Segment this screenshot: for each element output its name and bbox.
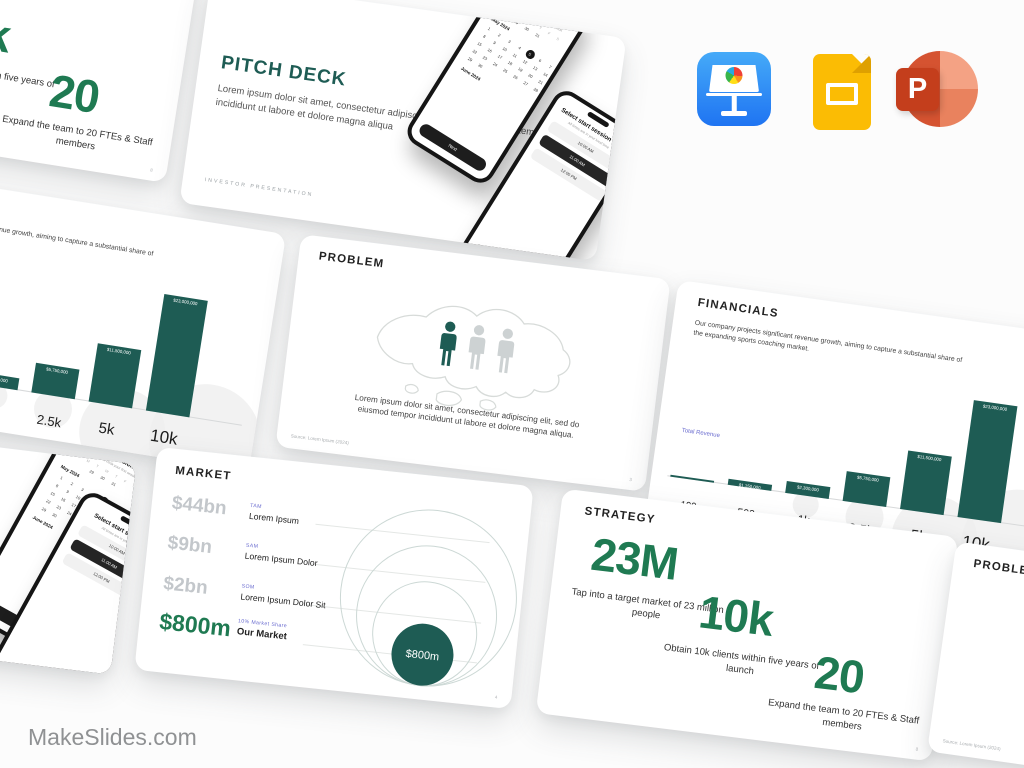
slide-title: FINANCIALS	[696, 296, 780, 321]
slide-strategy[interactable]: STRATEGY 23M Tap into a target market of…	[535, 488, 959, 762]
stat-value: 10k	[0, 0, 14, 63]
slide-problem[interactable]: PROBLEM Lorem ipsum dolor sit amet, cons…	[275, 234, 671, 492]
stat-value: 23M	[588, 527, 681, 590]
stat-value: 20	[46, 64, 103, 124]
revenue-bar: $2,300,000	[0, 371, 20, 391]
bar-value-label: $1,150,000	[738, 481, 762, 490]
revenue-bar	[670, 474, 715, 483]
stat-value: 20	[811, 645, 867, 704]
slide-cover-pitch-deck[interactable]: PITCH DECK Lorem ipsum dolor sit amet, c…	[179, 0, 627, 262]
folded-corner-icon	[852, 54, 871, 73]
slide-title: MARKET	[174, 464, 233, 483]
slide-strategy-partial[interactable]: STRATEGY 23M Tap into a target market of…	[0, 0, 201, 183]
revenue-bar: $5,750,000	[842, 471, 891, 508]
stat-caption: Expand the team to 20 FTEs & Staff membe…	[767, 697, 920, 733]
page-number: 3	[629, 476, 633, 483]
region-map-outline-icon	[376, 305, 571, 411]
powerpoint-app-icon[interactable]: P	[896, 48, 978, 130]
our-market-bubble-label: $800m	[405, 648, 440, 663]
google-slides-app-icon[interactable]	[813, 54, 871, 130]
stat-caption: Obtain 10k clients within five years of …	[663, 642, 820, 677]
market-value: $800m	[158, 608, 233, 642]
revenue-bar: $1,150,000	[727, 478, 773, 491]
bar-value-label: $11,500,000	[106, 346, 132, 355]
phone-notch-icon	[534, 0, 558, 8]
slide-title: PROBLEM	[318, 250, 385, 271]
source-note: Source: Lorem Ipsum (2024)	[942, 738, 1001, 752]
cover-footer: INVESTOR PRESENTATION	[204, 177, 314, 199]
market-size-circles: $800m	[339, 509, 517, 687]
bar-value-label: $23,000,000	[172, 297, 198, 306]
slide-financials-cropped[interactable]: FINANCIALS Our company projects signific…	[0, 168, 287, 472]
bar-value-label: $5,750,000	[45, 365, 69, 375]
slide-frame-icon	[826, 83, 858, 105]
page-number: 8	[149, 167, 154, 173]
market-value: $9bn	[166, 532, 213, 559]
person-icon	[439, 321, 457, 367]
person-icon	[497, 328, 515, 374]
revenue-bar: $5,750,000	[31, 362, 80, 400]
market-value: $2bn	[162, 573, 209, 599]
makeslides-logo[interactable]: MakeSlides.com	[28, 724, 197, 750]
revenue-bar: $11,500,000	[88, 343, 142, 409]
market-row-som: $2bn SOM Lorem Ipsum Dolor Sit	[162, 573, 327, 612]
bar-value-label: $23,000,000	[982, 403, 1008, 412]
bar-series: $1,150,000$2,300,000$5,750,000$11,500,00…	[0, 248, 211, 418]
market-row-sam: $9bn SAM Lorem Ipsum Dolor	[167, 532, 320, 570]
market-row-tam: $44bn TAM Lorem Ipsum	[171, 493, 301, 528]
market-value: $44bn	[170, 492, 228, 520]
bar-value-label: $5,750,000	[856, 474, 880, 483]
slide-market[interactable]: MARKET $44bn TAM Lorem Ipsum $9bn SAM Lo…	[134, 446, 534, 710]
bar-value-label: $2,300,000	[0, 374, 9, 384]
source-note: Source: Lorem Ipsum (2024)	[290, 433, 350, 446]
slide-title: STRATEGY	[583, 505, 657, 527]
keynote-app-icon[interactable]	[697, 52, 771, 126]
revenue-bar: $11,500,000	[900, 450, 952, 516]
keynote-pie-chart-icon	[725, 67, 743, 84]
person-icon	[468, 325, 486, 370]
audience-icons	[434, 314, 520, 377]
stat-value: 10k	[696, 585, 776, 646]
slide-title: PROBLEM	[972, 557, 1024, 579]
page-number: 8	[915, 746, 919, 752]
page-number: 4	[494, 694, 498, 700]
market-row-our-market: $800m 10% Market Share Our Market	[158, 608, 288, 648]
powerpoint-letter-badge: P	[896, 68, 939, 111]
bar-value-label: $11,500,000	[917, 453, 942, 462]
bar-value-label: $2,300,000	[796, 483, 820, 492]
next-button[interactable]: Next	[417, 121, 489, 174]
